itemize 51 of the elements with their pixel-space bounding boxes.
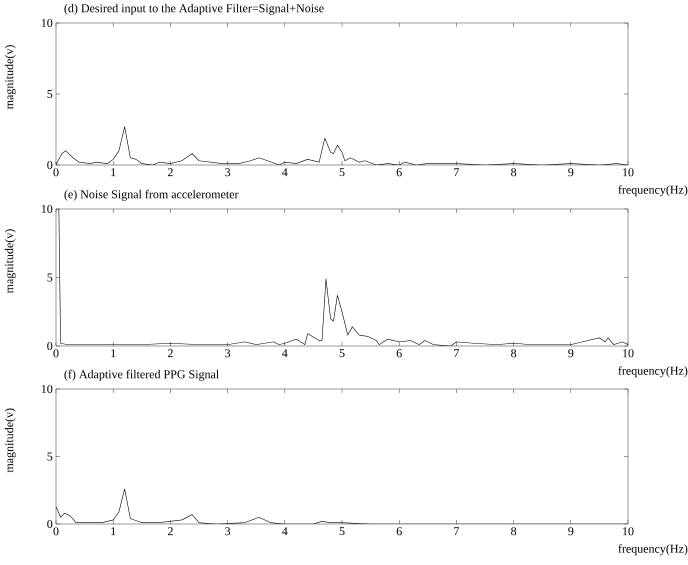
x-tick-label: 7 (454, 349, 460, 358)
y-tick-label: 5 (47, 274, 52, 282)
x-tick-label: 10 (623, 168, 634, 176)
y-tick-label: 0 (47, 160, 52, 170)
x-tick-label: 0 (53, 168, 59, 176)
y-axis-title: magnitude(v) (4, 45, 16, 110)
x-tick-label: 0 (53, 527, 59, 536)
x-tick-label: 6 (396, 349, 402, 358)
x-tick-label: 3 (225, 168, 230, 176)
x-tick-label: 10 (623, 527, 634, 536)
x-tick-label: 10 (623, 349, 634, 358)
y-tick-label: 10 (42, 18, 52, 28)
x-axis-title: frequency(Hz) (618, 185, 688, 196)
x-tick-label: 7 (454, 527, 460, 536)
x-tick-label: 2 (168, 349, 173, 358)
x-tick-label: 4 (282, 527, 288, 536)
chart-title: (f) Adaptive filtered PPG Signal (64, 370, 219, 381)
y-tick-label: 5 (47, 452, 52, 460)
x-tick-label: 5 (340, 349, 345, 358)
y-tick-label: 10 (42, 204, 52, 214)
x-tick-label: 9 (568, 349, 574, 358)
x-tick-label: 9 (568, 527, 574, 536)
x-tick-label: 1 (111, 349, 116, 358)
chart-title: (e) Noise Signal from accelerometer (64, 190, 238, 201)
y-axis-title: magnitude(v) (4, 229, 16, 294)
y-tick-label: 5 (47, 90, 52, 98)
x-tick-label: 5 (340, 527, 345, 536)
x-tick-label: 8 (511, 349, 516, 358)
y-tick-label: 10 (42, 384, 52, 394)
x-tick-label: 7 (454, 168, 460, 176)
x-tick-label: 6 (396, 527, 402, 536)
x-tick-label: 6 (396, 168, 402, 176)
x-tick-label: 3 (225, 527, 230, 536)
x-tick-label: 4 (282, 349, 288, 358)
x-tick-label: 1 (111, 168, 116, 176)
chart-title: (d) Desired input to the Adaptive Filter=Signal+Noise (64, 4, 324, 15)
x-axis-title: frequency(Hz) (618, 366, 688, 378)
x-tick-label: 8 (511, 168, 516, 176)
x-axis-title: frequency(Hz) (618, 544, 688, 556)
x-tick-label: 8 (511, 527, 516, 536)
x-tick-label: 5 (340, 168, 345, 176)
x-tick-label: 2 (168, 168, 173, 176)
x-tick-label: 9 (568, 168, 574, 176)
x-tick-label: 2 (168, 527, 173, 536)
y-tick-label: 0 (47, 342, 52, 350)
y-axis-title: magnitude(v) (4, 408, 16, 472)
x-tick-label: 3 (225, 349, 230, 358)
x-tick-label: 0 (53, 349, 59, 358)
y-tick-label: 0 (47, 520, 52, 528)
x-tick-label: 1 (111, 527, 116, 536)
x-tick-label: 4 (282, 168, 288, 176)
